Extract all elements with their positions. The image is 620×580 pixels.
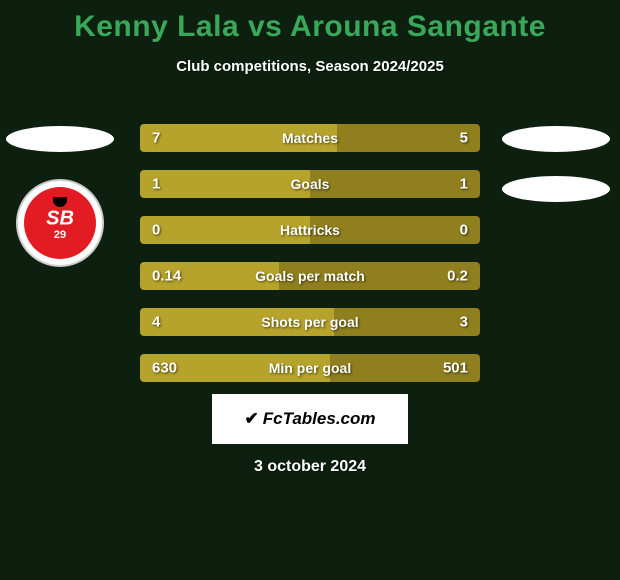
stat-value-right: 5 [460,130,468,147]
stat-label: Shots per goal [261,314,358,330]
date-text: 3 october 2024 [254,458,366,476]
badge-ornament-icon [53,197,67,207]
team-right-placeholder-2 [502,176,610,202]
stat-row: 630 Min per goal 501 [140,354,480,382]
check-icon: ✔ [245,409,259,429]
stat-label: Hattricks [280,222,340,238]
stat-row: 4 Shots per goal 3 [140,308,480,336]
stat-label: Matches [282,130,338,146]
bar-right [310,170,480,198]
badge-text: SB [46,207,74,230]
team-right-placeholder-1 [502,126,610,152]
stat-label: Min per goal [269,360,351,376]
stat-label: Goals [291,176,330,192]
stat-value-left: 0.14 [152,268,181,285]
club-badge-inner: SB 29 [24,187,96,259]
source-logo: ✔ FcTables.com [212,394,408,444]
club-badge: SB 29 [16,179,104,267]
stat-row: 0.14 Goals per match 0.2 [140,262,480,290]
subtitle: Club competitions, Season 2024/2025 [0,58,620,75]
stat-label: Goals per match [255,268,365,284]
logo-text: FcTables.com [263,409,376,429]
team-left-placeholder [6,126,114,152]
stat-row: 0 Hattricks 0 [140,216,480,244]
stat-value-left: 0 [152,222,160,239]
stat-value-right: 0 [460,222,468,239]
comparison-card: Kenny Lala vs Arouna Sangante Club compe… [0,0,620,580]
stat-value-left: 4 [152,314,160,331]
stat-value-right: 501 [443,360,468,377]
stat-value-left: 630 [152,360,177,377]
stat-value-right: 0.2 [447,268,468,285]
bar-right [337,124,480,152]
page-title: Kenny Lala vs Arouna Sangante [0,0,620,44]
stat-row: 1 Goals 1 [140,170,480,198]
stat-row: 7 Matches 5 [140,124,480,152]
bar-left [140,170,310,198]
stat-value-right: 1 [460,176,468,193]
stat-value-right: 3 [460,314,468,331]
stats-bars: 7 Matches 5 1 Goals 1 0 Hattricks 0 0.14… [140,124,480,400]
stat-value-left: 1 [152,176,160,193]
badge-sub: 29 [54,229,66,241]
stat-value-left: 7 [152,130,160,147]
